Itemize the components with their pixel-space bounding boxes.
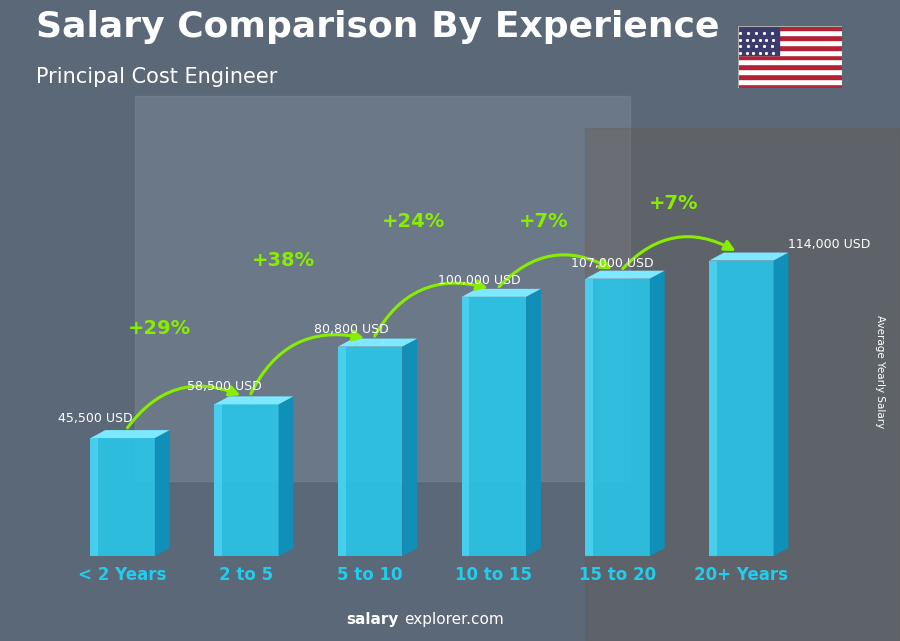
Text: +38%: +38% (252, 251, 315, 270)
Text: 100,000 USD: 100,000 USD (438, 274, 521, 287)
Bar (738, 50, 842, 54)
Text: 58,500 USD: 58,500 USD (187, 379, 262, 393)
Polygon shape (338, 347, 402, 556)
Polygon shape (90, 438, 98, 556)
Text: 5 to 10: 5 to 10 (338, 566, 403, 584)
Text: 15 to 20: 15 to 20 (579, 566, 656, 584)
Polygon shape (526, 289, 541, 556)
Text: Salary Comparison By Experience: Salary Comparison By Experience (36, 10, 719, 44)
Polygon shape (586, 279, 593, 556)
Polygon shape (586, 279, 650, 556)
Text: < 2 Years: < 2 Years (78, 566, 166, 584)
Text: 20+ Years: 20+ Years (695, 566, 788, 584)
Text: +29%: +29% (128, 319, 192, 338)
Polygon shape (709, 260, 717, 556)
Polygon shape (90, 438, 155, 556)
Polygon shape (586, 271, 664, 279)
Text: 2 to 5: 2 to 5 (220, 566, 274, 584)
Text: +7%: +7% (649, 194, 698, 213)
Polygon shape (279, 396, 293, 556)
Polygon shape (214, 404, 279, 556)
Text: salary: salary (346, 612, 399, 627)
Polygon shape (338, 338, 417, 347)
Polygon shape (773, 253, 788, 556)
Bar (585, 128, 900, 641)
Polygon shape (462, 289, 541, 297)
Text: explorer.com: explorer.com (404, 612, 504, 627)
Polygon shape (214, 396, 293, 404)
Bar (738, 26, 779, 54)
Text: 80,800 USD: 80,800 USD (314, 322, 389, 336)
Bar (738, 40, 842, 45)
Text: +24%: +24% (382, 212, 446, 231)
Bar (738, 54, 842, 60)
Bar (738, 45, 842, 50)
Text: Average Yearly Salary: Average Yearly Salary (875, 315, 886, 428)
Text: 114,000 USD: 114,000 USD (788, 238, 871, 251)
Polygon shape (650, 271, 664, 556)
Polygon shape (462, 297, 470, 556)
Bar (738, 83, 842, 88)
Text: 10 to 15: 10 to 15 (455, 566, 533, 584)
Text: Principal Cost Engineer: Principal Cost Engineer (36, 67, 277, 87)
Polygon shape (462, 297, 526, 556)
Bar (738, 26, 842, 31)
Bar (738, 35, 842, 40)
Polygon shape (338, 347, 346, 556)
Polygon shape (709, 260, 773, 556)
Polygon shape (709, 253, 788, 260)
Text: 45,500 USD: 45,500 USD (58, 412, 133, 426)
Bar (738, 60, 842, 64)
Polygon shape (402, 338, 417, 556)
Text: +7%: +7% (518, 212, 568, 231)
Bar (738, 74, 842, 79)
Bar (738, 64, 842, 69)
Polygon shape (90, 430, 169, 438)
Bar (738, 69, 842, 74)
Polygon shape (155, 430, 169, 556)
Bar (738, 79, 842, 83)
Polygon shape (214, 404, 222, 556)
Bar (738, 31, 842, 35)
Bar (135, 96, 630, 481)
Text: 107,000 USD: 107,000 USD (571, 256, 653, 270)
